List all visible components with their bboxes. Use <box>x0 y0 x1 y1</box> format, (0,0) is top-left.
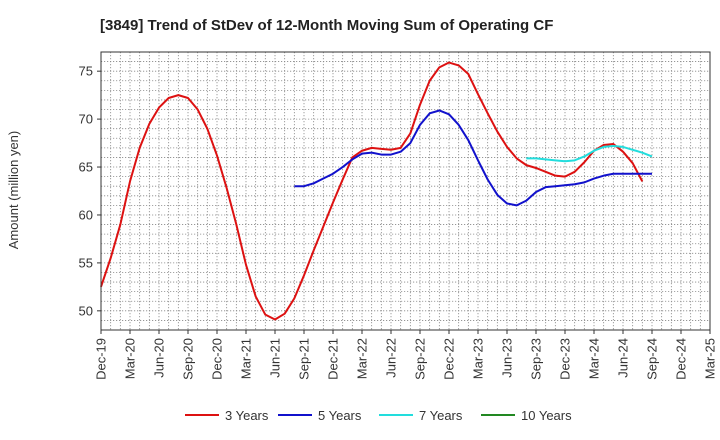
x-tick-label: Sep-23 <box>529 338 544 380</box>
x-tick-label: Sep-21 <box>297 338 312 380</box>
legend-label-3-years: 3 Years <box>225 408 269 423</box>
x-tick-label: Dec-24 <box>674 338 689 380</box>
x-tick-label: Sep-24 <box>645 338 660 380</box>
x-tick-label: Dec-23 <box>558 338 573 380</box>
x-tick-label: Mar-22 <box>355 338 370 379</box>
series-line-7-years <box>526 144 653 163</box>
x-tick-label: Mar-23 <box>471 338 486 379</box>
x-tick-label: Mar-21 <box>239 338 254 379</box>
y-axis-label: Amount (million yen) <box>6 131 21 250</box>
x-tick-label: Jun-22 <box>384 338 399 378</box>
x-tick-label: Jun-24 <box>616 338 631 378</box>
y-tick-label: 60 <box>79 207 93 222</box>
x-tick-label: Mar-25 <box>703 338 718 379</box>
series-line-5-years <box>294 109 652 207</box>
x-tick-label: Jun-23 <box>500 338 515 378</box>
legend-label-10-years: 10 Years <box>521 408 572 423</box>
legend: 3 Years 5 Years 7 Years 10 Years <box>185 408 572 423</box>
y-axis-ticks: 50 55 60 65 70 75 <box>79 64 101 318</box>
legend-label-7-years: 7 Years <box>419 408 463 423</box>
x-tick-label: Jun-21 <box>268 338 283 378</box>
x-axis-ticks: Dec-19 Mar-20 Jun-20 Sep-20 Dec-20 Mar-21 Jun-… <box>94 330 718 380</box>
x-tick-label: Mar-20 <box>123 338 138 379</box>
y-tick-label: 75 <box>79 64 93 79</box>
legend-label-5-years: 5 Years <box>318 408 362 423</box>
x-tick-label: Sep-20 <box>181 338 196 380</box>
x-tick-label: Dec-21 <box>326 338 341 380</box>
chart-title: [3849] Trend of StDev of 12-Month Moving… <box>100 17 553 34</box>
x-tick-label: Dec-22 <box>442 338 457 380</box>
series-layer <box>100 61 653 321</box>
plot-area <box>100 51 711 331</box>
x-tick-label: Mar-24 <box>587 338 602 379</box>
series-line-3-years <box>100 61 644 321</box>
grid-lines <box>101 52 710 330</box>
y-tick-label: 55 <box>79 255 93 270</box>
y-tick-label: 65 <box>79 160 93 175</box>
y-tick-label: 70 <box>79 112 93 127</box>
x-tick-label: Sep-22 <box>413 338 428 380</box>
x-tick-label: Dec-19 <box>94 338 109 380</box>
y-tick-label: 50 <box>79 303 93 318</box>
x-tick-label: Jun-20 <box>152 338 167 378</box>
x-tick-label: Dec-20 <box>210 338 225 380</box>
plot-background <box>101 52 710 330</box>
plot-frame <box>100 51 711 331</box>
